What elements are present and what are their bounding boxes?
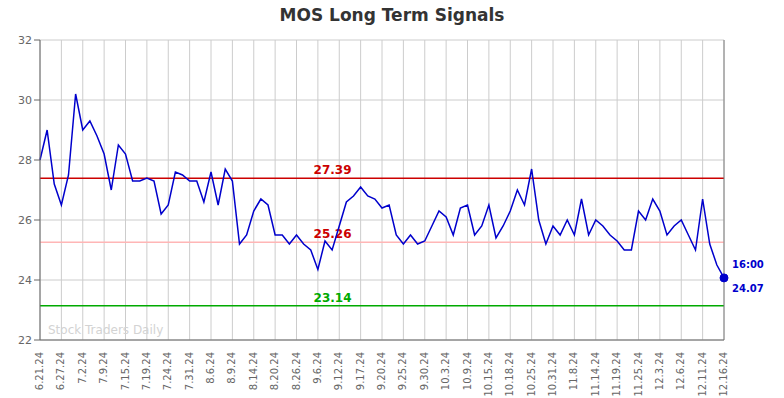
svg-text:7.2.24: 7.2.24 — [77, 352, 88, 384]
svg-text:11.14.24: 11.14.24 — [590, 352, 601, 397]
svg-text:8.14.24: 8.14.24 — [248, 352, 259, 390]
svg-text:9.17.24: 9.17.24 — [355, 352, 366, 390]
svg-text:7.9.24: 7.9.24 — [98, 352, 109, 384]
svg-text:7.19.24: 7.19.24 — [141, 352, 152, 390]
svg-text:11.8.24: 11.8.24 — [568, 352, 579, 390]
svg-text:10.3.24: 10.3.24 — [440, 352, 451, 390]
svg-text:12.3.24: 12.3.24 — [654, 352, 665, 390]
svg-text:7.15.24: 7.15.24 — [120, 352, 131, 390]
svg-text:28: 28 — [18, 154, 32, 167]
svg-text:9.6.24: 9.6.24 — [312, 352, 323, 384]
svg-text:6.21.24: 6.21.24 — [34, 352, 45, 390]
svg-text:6.27.24: 6.27.24 — [55, 352, 66, 390]
svg-text:10.15.24: 10.15.24 — [483, 352, 494, 397]
svg-text:10.25.24: 10.25.24 — [526, 352, 537, 397]
svg-text:9.25.24: 9.25.24 — [397, 352, 408, 390]
svg-text:10.9.24: 10.9.24 — [462, 352, 473, 390]
svg-text:11.19.24: 11.19.24 — [611, 352, 622, 397]
svg-text:25.26: 25.26 — [314, 227, 352, 241]
svg-text:12.11.24: 12.11.24 — [697, 352, 708, 397]
svg-text:24: 24 — [18, 274, 32, 287]
svg-text:8.6.24: 8.6.24 — [205, 352, 216, 384]
svg-text:16:00: 16:00 — [732, 259, 764, 270]
svg-text:10.31.24: 10.31.24 — [547, 352, 558, 397]
svg-text:26: 26 — [18, 214, 32, 227]
svg-text:12.6.24: 12.6.24 — [675, 352, 686, 390]
svg-text:9.30.24: 9.30.24 — [419, 352, 430, 390]
svg-text:8.20.24: 8.20.24 — [269, 352, 280, 390]
svg-text:10.18.24: 10.18.24 — [504, 352, 515, 397]
svg-text:9.20.24: 9.20.24 — [376, 352, 387, 390]
svg-text:7.24.24: 7.24.24 — [162, 352, 173, 390]
svg-text:27.39: 27.39 — [314, 163, 352, 177]
svg-text:30: 30 — [18, 94, 32, 107]
svg-text:12.16.24: 12.16.24 — [718, 352, 729, 397]
svg-text:22: 22 — [18, 334, 32, 347]
html-text:MOS Long Term Signals: MOS Long Term Signals — [279, 5, 505, 25]
svg-text:9.12.24: 9.12.24 — [333, 352, 344, 390]
svg-text:7.31.24: 7.31.24 — [184, 352, 195, 390]
svg-text:8.26.24: 8.26.24 — [291, 352, 302, 390]
svg-text:32: 32 — [18, 34, 32, 47]
svg-text:23.14: 23.14 — [314, 291, 352, 305]
svg-text:Stock Traders Daily: Stock Traders Daily — [48, 323, 163, 337]
svg-text:24.07: 24.07 — [732, 283, 764, 294]
svg-text:11.25.24: 11.25.24 — [633, 352, 644, 397]
svg-text:8.9.24: 8.9.24 — [226, 352, 237, 384]
